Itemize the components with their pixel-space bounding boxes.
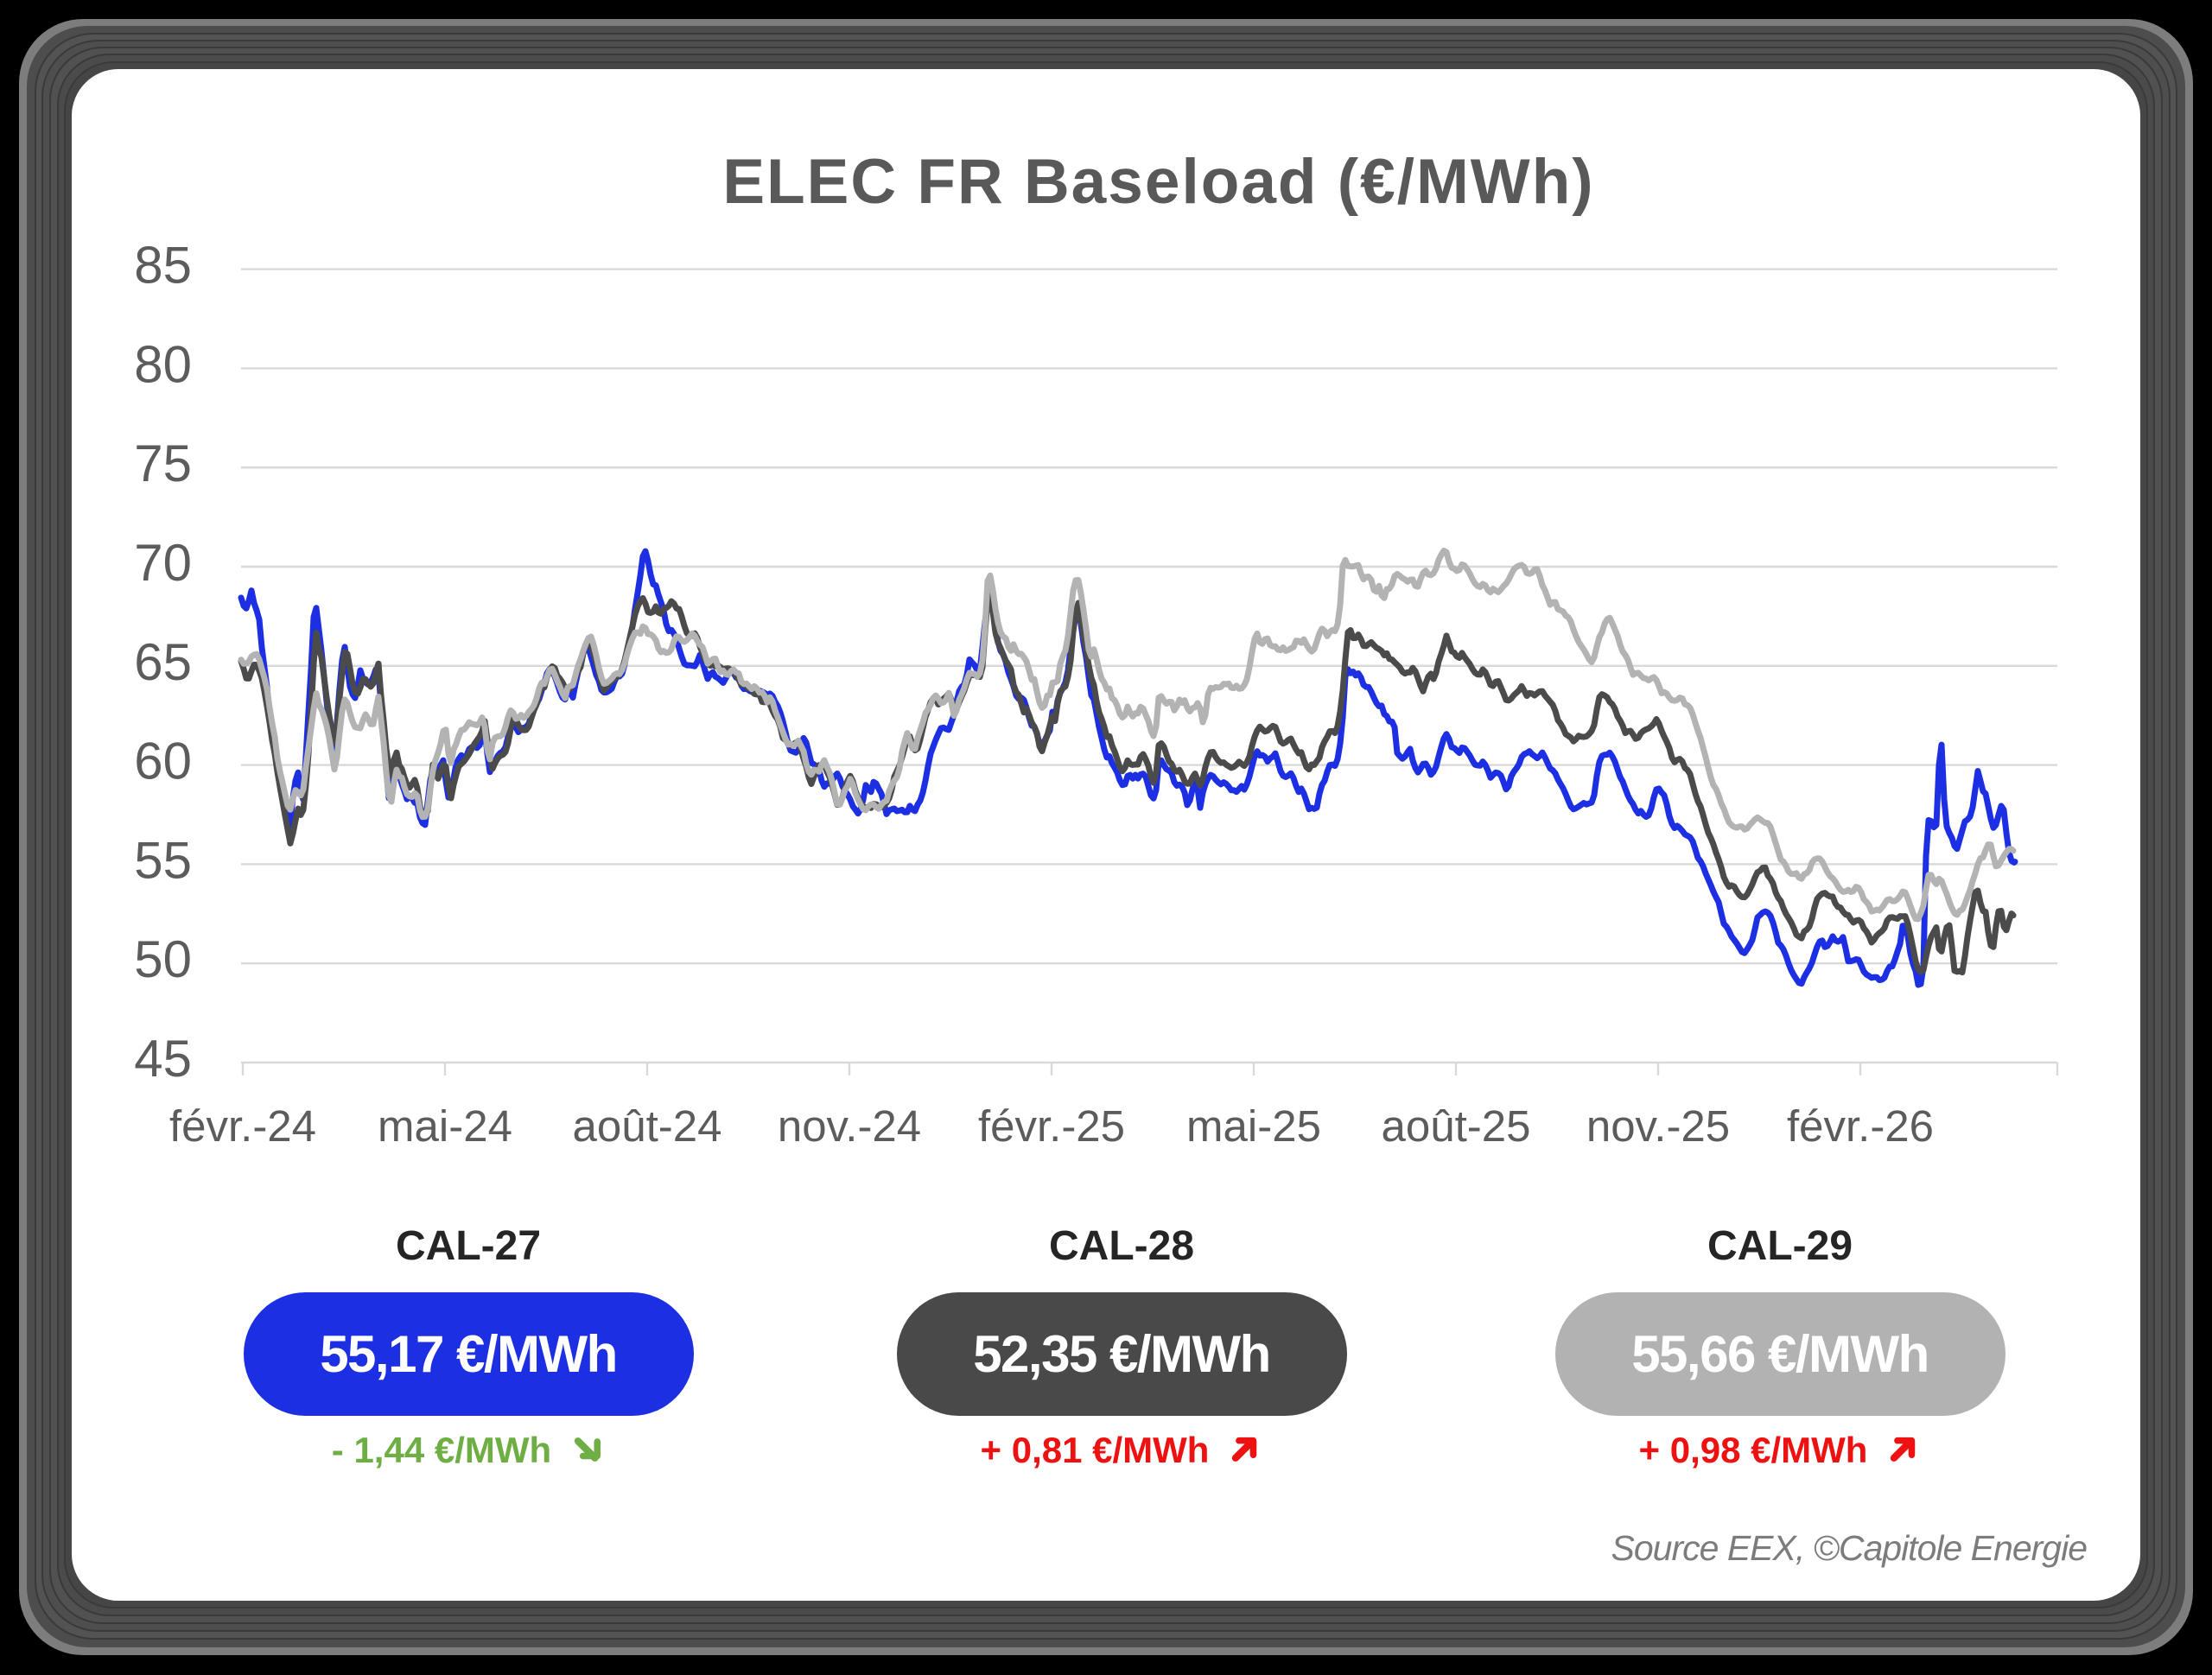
svg-text:févr.-25: févr.-25: [978, 1101, 1125, 1151]
svg-text:nov.-25: nov.-25: [1586, 1101, 1730, 1151]
svg-text:févr.-26: févr.-26: [1787, 1101, 1934, 1151]
svg-text:50: 50: [134, 930, 192, 988]
svg-text:80: 80: [134, 335, 192, 393]
svg-text:75: 75: [134, 435, 192, 492]
svg-text:85: 85: [134, 237, 192, 295]
svg-text:45: 45: [134, 1030, 192, 1088]
svg-text:août-25: août-25: [1382, 1101, 1531, 1151]
svg-text:févr.-24: févr.-24: [169, 1101, 316, 1151]
svg-text:mai-25: mai-25: [1186, 1101, 1321, 1151]
svg-text:nov.-24: nov.-24: [778, 1101, 921, 1151]
svg-text:mai-24: mai-24: [378, 1101, 512, 1151]
svg-text:70: 70: [134, 534, 192, 592]
svg-text:60: 60: [134, 733, 192, 790]
svg-text:65: 65: [134, 633, 192, 691]
svg-text:août-24: août-24: [573, 1101, 722, 1151]
svg-text:55: 55: [134, 831, 192, 889]
